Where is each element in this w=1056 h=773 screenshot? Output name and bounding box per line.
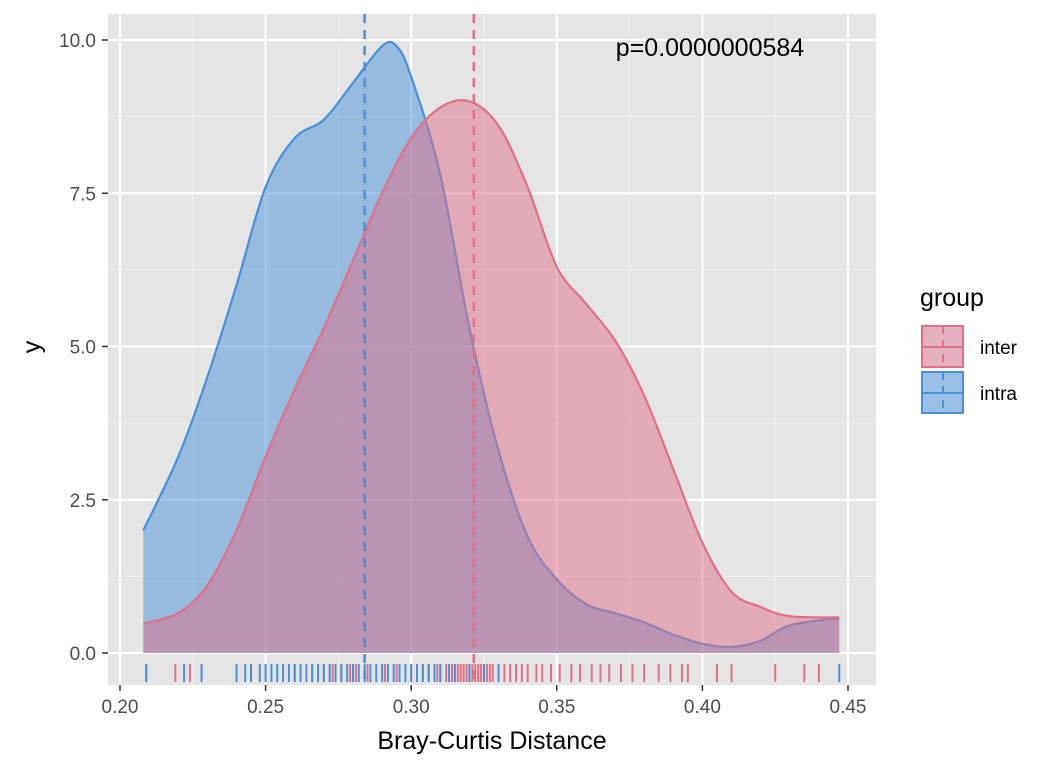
y-tick-label: 10.0 bbox=[59, 31, 96, 52]
density-line-inter bbox=[142, 99, 840, 625]
axes: 0.20 0.25 0.30 0.35 0.40 0.45 0.0 2.5 5.0 7.5 10.0 bbox=[59, 31, 866, 718]
x-axis-title: Bray-Curtis Distance bbox=[377, 727, 606, 755]
y-tick-label: 2.5 bbox=[70, 491, 96, 512]
density-area-inter bbox=[143, 100, 840, 653]
x-tick-label: 0.40 bbox=[684, 697, 721, 718]
density-curves bbox=[142, 40, 840, 653]
y-tick-label: 0.0 bbox=[70, 644, 96, 665]
rug-marks bbox=[145, 664, 841, 682]
y-axis-title: y bbox=[18, 340, 46, 353]
x-tick-label: 0.20 bbox=[102, 697, 139, 718]
x-tick-label: 0.35 bbox=[538, 697, 575, 718]
legend-item-intra: intra bbox=[921, 371, 1017, 414]
legend: group inter intra bbox=[920, 284, 1018, 414]
x-tick-label: 0.30 bbox=[393, 697, 430, 718]
legend-label-inter: inter bbox=[980, 338, 1018, 359]
y-tick-label: 7.5 bbox=[70, 184, 96, 205]
p-value-annotation: p=0.0000000584 bbox=[616, 34, 804, 62]
x-tick-label: 0.25 bbox=[247, 697, 284, 718]
legend-title: group bbox=[920, 284, 984, 312]
legend-label-intra: intra bbox=[980, 384, 1017, 405]
x-tick-label: 0.45 bbox=[830, 697, 867, 718]
y-tick-label: 5.0 bbox=[70, 338, 96, 359]
legend-item-inter: inter bbox=[921, 325, 1018, 368]
